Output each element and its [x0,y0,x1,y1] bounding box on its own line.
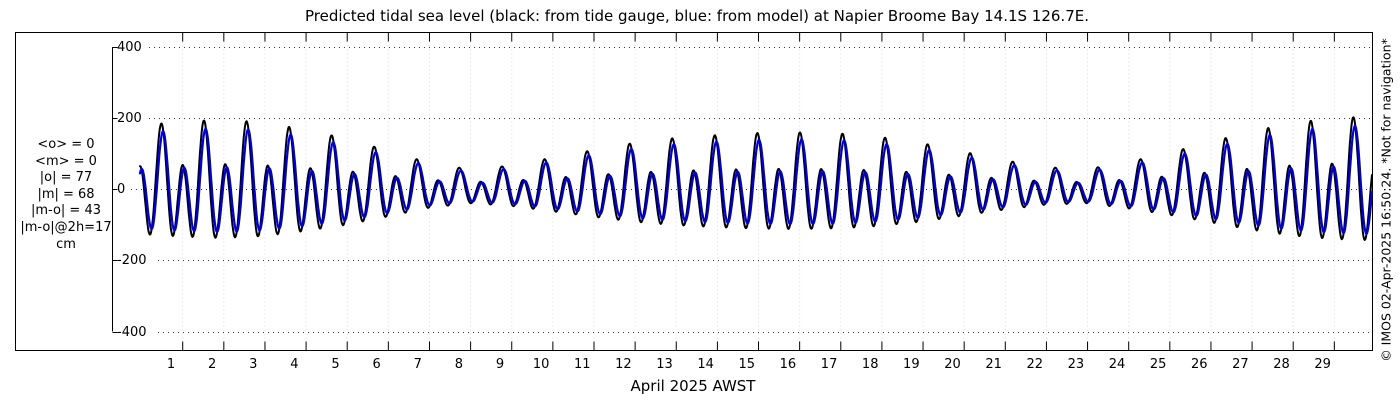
x-tick-label-13: 13 [656,357,673,372]
x-tick-label-9: 9 [495,357,505,372]
stats-line-1: <m> = 0 [35,153,97,169]
x-tick-label-8: 8 [454,357,464,372]
x-tick-label-16: 16 [779,357,797,372]
x-tick-label-5: 5 [331,357,340,372]
x-tick-label-12: 12 [615,357,632,372]
x-axis-label: April 2025 AWST [630,377,756,395]
stats-line-0: <o> = 0 [37,137,95,152]
stats-block: <o> = 0 <m> = 0 |o| = 77 |m| = 68 |m-o| = 43… [6,137,126,253]
y-tick-label--200: -200 [117,253,147,268]
x-tick-label-23: 23 [1067,357,1085,372]
stats-line-2: |o| = 77 [39,170,93,186]
x-tick-label-20: 20 [944,357,961,372]
plot-frame [15,32,1373,351]
x-tick-label-6: 6 [372,357,381,372]
x-tick-label-2: 2 [207,357,217,372]
stats-line-6: cm [56,236,76,252]
y-tick-label-0: 0 [117,182,126,197]
x-tick-label-27: 27 [1232,357,1249,372]
x-tick-label-26: 26 [1190,357,1208,372]
x-tick-label-19: 19 [903,357,920,372]
chart-title: Predicted tidal sea level (black: from t… [304,7,1089,25]
y-tick-label-400: 400 [117,40,142,55]
copyright-watermark: © IMOS 02-Apr-2025 16:50:24. *Not for na… [1378,38,1394,362]
x-tick-label-15: 15 [738,357,756,372]
x-tick-label-17: 17 [820,357,838,372]
x-tick-label-24: 24 [1108,357,1126,372]
x-tick-label-21: 21 [985,357,1002,372]
x-tick-label-4: 4 [290,357,299,372]
x-tick-label-10: 10 [532,357,550,372]
series-tide-gauge-line [139,116,1373,241]
x-tick-label-22: 22 [1026,357,1043,372]
y-tick-label-200: 200 [117,111,142,126]
stats-line-3: |m| = 68 [37,186,95,202]
x-tick-label-3: 3 [249,357,258,372]
stats-line-5: |m-o|@2h=17 [20,219,112,235]
x-tick-label-18: 18 [861,357,879,372]
x-tick-label-14: 14 [697,357,714,372]
y-tick-label--400: -400 [117,325,147,340]
x-tick-label-7: 7 [413,357,422,372]
x-tick-label-25: 25 [1149,357,1167,372]
x-tick-label-29: 29 [1314,357,1331,372]
series-model-line [138,124,1374,235]
stats-line-4: |m-o| = 43 [30,203,101,219]
x-tick-label-1: 1 [166,357,176,372]
x-tick-label-11: 11 [574,357,591,372]
x-tick-label-28: 28 [1273,357,1290,372]
